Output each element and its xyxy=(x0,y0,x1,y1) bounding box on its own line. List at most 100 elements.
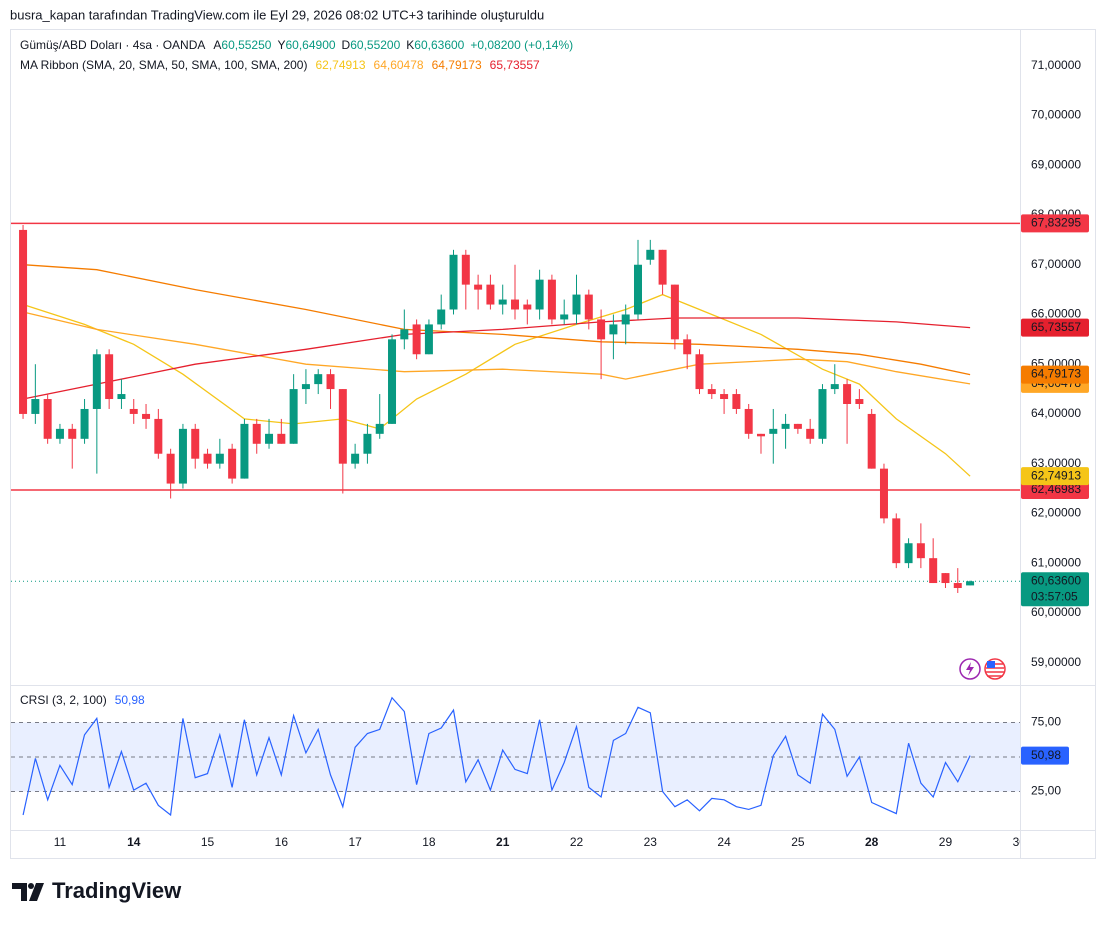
candle-body xyxy=(105,354,114,400)
candle-body xyxy=(129,408,138,414)
symbol-title: Gümüş/ABD Doları · 4sa · OANDA xyxy=(20,38,205,52)
lightning xyxy=(966,662,974,676)
candle-body xyxy=(289,389,298,444)
x-tick-label: 14 xyxy=(127,835,141,849)
rsi-pane xyxy=(11,696,1020,817)
y-tick-label: 25,00 xyxy=(1031,784,1061,798)
candle-body xyxy=(584,294,593,320)
ma-box xyxy=(1021,467,1089,486)
icons xyxy=(959,658,1006,680)
candle-body xyxy=(732,394,741,409)
x-tick-label: 15 xyxy=(201,835,215,849)
ohlc-key: D xyxy=(342,38,351,52)
candle-body xyxy=(597,319,606,340)
candle-body xyxy=(265,433,274,444)
ma-value: 64,79173 xyxy=(432,58,482,72)
candle-body xyxy=(547,279,556,320)
crsi-value-label: 50,98 xyxy=(1031,748,1061,762)
flag-canton xyxy=(987,661,995,668)
y-tick-label: 67,00000 xyxy=(1031,257,1081,271)
x-tick-label: 18 xyxy=(422,835,436,849)
x-tick-label: 25 xyxy=(791,835,805,849)
candle-body xyxy=(55,428,64,439)
chart-frame xyxy=(10,29,1096,859)
candle-body xyxy=(843,384,852,404)
x-tick-label: 24 xyxy=(717,835,731,849)
ma-value: 62,74913 xyxy=(315,58,365,72)
logo-part xyxy=(28,883,34,889)
caption: busra_kapan tarafından TradingView.com i… xyxy=(10,7,544,22)
candle-body xyxy=(793,423,802,429)
y-tick-label: 63,00000 xyxy=(1031,456,1081,470)
y-tick-label: 60,00000 xyxy=(1031,605,1081,619)
axes: 59,00000 60,00000 61,00000 62,00000 63,00000… xyxy=(1021,58,1089,798)
candle-body xyxy=(695,354,704,390)
ma-legend: MA Ribbon (SMA, 20, SMA, 50, SMA, 100, S… xyxy=(20,58,540,72)
candle-body xyxy=(92,354,101,409)
candle-body xyxy=(929,558,938,584)
level-box xyxy=(1021,481,1089,500)
x-tick-label: 11 xyxy=(54,835,67,849)
candle-body xyxy=(806,428,815,439)
last-price-extra: 03:57:05 xyxy=(1031,589,1078,603)
candle-body xyxy=(658,249,667,285)
candle-body xyxy=(178,428,187,484)
candle-body xyxy=(818,389,827,439)
logo-part xyxy=(12,883,27,901)
candle-body xyxy=(830,384,839,390)
logo-part xyxy=(29,883,44,901)
candle-body xyxy=(424,324,433,355)
time-axis: 11 14 15 16 17 18 21 22 23 24 25 28 29 30 xyxy=(54,835,1020,849)
candle-body xyxy=(560,314,569,320)
candle-body xyxy=(449,254,458,310)
y-tick-label: 59,00000 xyxy=(1031,655,1081,669)
candle-body xyxy=(720,394,729,400)
crsi-value-box xyxy=(1021,746,1069,765)
ohlc-key: A xyxy=(213,38,221,52)
candle-body xyxy=(855,399,864,404)
brand: TradingView xyxy=(12,878,182,903)
indicator-name: MA Ribbon (SMA, 20, SMA, 50, SMA, 100, S… xyxy=(20,58,307,72)
candle-body xyxy=(953,583,962,589)
legends: Gümüş/ABD Doları · 4sa · OANDA A60,55250 Y… xyxy=(20,38,573,707)
candle-body xyxy=(646,249,655,260)
candle-body xyxy=(892,518,901,564)
level-box xyxy=(1021,214,1089,233)
candle-body xyxy=(375,423,384,434)
candle-body xyxy=(43,399,52,439)
ma-box xyxy=(1021,318,1089,337)
candle-body xyxy=(707,389,716,395)
x-tick-label: 23 xyxy=(644,835,658,849)
candle-body xyxy=(486,284,495,305)
change: +0,08200 (+0,14%) xyxy=(470,38,573,52)
candle-body xyxy=(781,423,790,429)
candle-body xyxy=(228,448,237,479)
brand-name: TradingView xyxy=(52,878,182,903)
candle-body xyxy=(941,573,950,584)
y-tick-label: 66,00000 xyxy=(1031,307,1081,321)
candle-body xyxy=(351,453,360,464)
crsi-value: 50,98 xyxy=(115,693,145,707)
candle-body xyxy=(19,229,28,414)
y-tick-label: 62,00000 xyxy=(1031,506,1081,520)
candle-body xyxy=(277,433,286,444)
ohlc-value: 60,64900 xyxy=(285,38,335,52)
candle-body xyxy=(572,294,581,315)
y-tick-label: 75,00 xyxy=(1031,715,1061,729)
symbol-legend: Gümüş/ABD Doları · 4sa · OANDA A60,55250 Y… xyxy=(20,38,573,52)
ma-label: 62,74913 xyxy=(1031,468,1081,482)
ma-line xyxy=(22,317,971,400)
x-tick-label: 29 xyxy=(939,835,953,849)
candle-body xyxy=(154,418,163,454)
candle-body xyxy=(240,423,249,479)
x-tick-label: 16 xyxy=(275,835,289,849)
x-tick-label: 21 xyxy=(496,835,510,849)
ohlc-value: 60,63600 xyxy=(414,38,464,52)
candle-body xyxy=(498,299,507,305)
candle-body xyxy=(252,423,261,444)
candle-body xyxy=(68,428,77,439)
candle-body xyxy=(412,324,421,355)
last-price-label: 60,63600 xyxy=(1031,573,1081,587)
ma-label: 65,73557 xyxy=(1031,320,1081,334)
